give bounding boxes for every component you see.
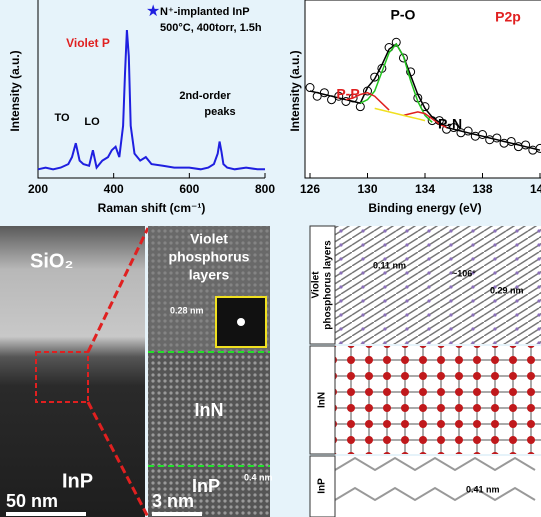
fft-spot: [237, 318, 245, 326]
label: 0.4 nm: [244, 472, 273, 482]
x-tick-label: 134: [415, 182, 435, 196]
annotation: N⁺-implanted InP: [160, 6, 250, 18]
label: InP: [317, 478, 328, 494]
x-tick-label: 800: [255, 182, 275, 196]
x-tick-label: 138: [472, 182, 492, 196]
x-axis-label: Binding energy (eV): [368, 201, 481, 215]
scale-label: 3 nm: [152, 491, 194, 511]
label: ~106°: [452, 268, 476, 278]
label: 0.29 nm: [490, 285, 524, 295]
annotation: P2p: [495, 9, 521, 25]
label: InN: [195, 400, 224, 420]
annotation: P-N: [438, 116, 462, 132]
annotation: P-P: [336, 86, 359, 102]
annotation: peaks: [204, 106, 235, 118]
inn-structure: [335, 346, 541, 454]
label: phosphorus layers: [323, 240, 334, 330]
hrtem-image: Violet phosphorus layers 0.28 nm InN InP…: [148, 226, 273, 517]
x-axis-label: Raman shift (cm⁻¹): [98, 201, 206, 215]
label: Violet: [311, 271, 322, 299]
label: phosphorus: [169, 249, 250, 265]
data-point: [536, 144, 541, 152]
scale-bar: [6, 512, 86, 516]
scale-bar: [152, 512, 202, 516]
data-point: [306, 84, 314, 92]
x-tick-label: 600: [179, 182, 199, 196]
y-axis-label: Intensity (a.u.): [288, 50, 302, 131]
x-tick-label: 142: [530, 182, 541, 196]
x-tick-label: 200: [28, 182, 48, 196]
label: 0.41 nm: [466, 484, 500, 494]
label: Violet: [190, 231, 228, 247]
label: InN: [317, 392, 328, 408]
scale-label: 50 nm: [6, 491, 58, 511]
x-tick-label: 130: [357, 182, 377, 196]
annotation: 2nd-order: [179, 90, 231, 102]
tem-image: SiO₂ InP 50 nm: [0, 226, 148, 517]
series-line: [38, 30, 265, 169]
label: InP: [192, 476, 220, 496]
y-axis-label: Intensity (a.u.): [8, 50, 22, 131]
annotation: LO: [84, 116, 100, 128]
annotation: TO: [54, 112, 70, 124]
label: InP: [62, 470, 93, 492]
annotation: Violet P: [66, 36, 110, 50]
annotation: P-O: [391, 7, 416, 23]
model-image: Violet phosphorus layers InN InP 0.11 nm…: [310, 226, 541, 517]
marker-star: ★: [146, 3, 160, 20]
x-tick-label: 126: [300, 182, 320, 196]
annotation: 500°C, 400torr, 1.5h: [160, 22, 262, 34]
label: 0.28 nm: [170, 305, 204, 315]
figure: SiO₂ InP 50 nm Violet phosphorus layers …: [0, 0, 541, 517]
x-tick-label: 400: [104, 182, 124, 196]
page: {"chart_data": [ {"type": "line", "ylabe…: [0, 0, 541, 517]
label: 0.11 nm: [373, 260, 406, 270]
label: SiO₂: [30, 250, 73, 272]
label: layers: [189, 267, 230, 283]
